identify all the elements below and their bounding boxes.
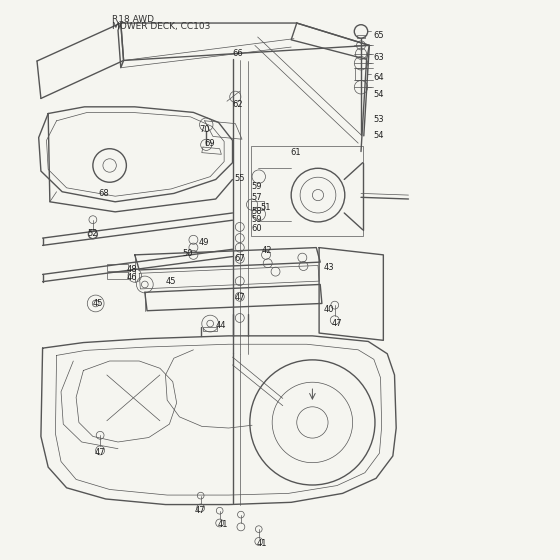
Text: 51: 51 bbox=[260, 203, 271, 212]
Text: 69: 69 bbox=[204, 139, 215, 148]
Bar bbox=[107, 272, 128, 279]
Text: 41: 41 bbox=[217, 520, 228, 529]
Text: 67: 67 bbox=[234, 254, 245, 263]
Text: 70: 70 bbox=[199, 125, 209, 134]
Text: 50: 50 bbox=[182, 249, 193, 258]
Text: 47: 47 bbox=[95, 447, 105, 456]
Text: 54: 54 bbox=[374, 90, 384, 99]
Text: 48: 48 bbox=[127, 265, 137, 274]
Text: 52: 52 bbox=[87, 229, 98, 238]
Text: 43: 43 bbox=[324, 263, 334, 272]
Text: 65: 65 bbox=[374, 31, 385, 40]
Text: 64: 64 bbox=[374, 73, 385, 82]
Text: 42: 42 bbox=[262, 246, 273, 255]
Text: 55: 55 bbox=[234, 174, 245, 183]
Text: 61: 61 bbox=[290, 148, 301, 157]
Text: 41: 41 bbox=[256, 539, 267, 548]
Bar bbox=[203, 327, 217, 332]
Text: MOWER DECK, CC103: MOWER DECK, CC103 bbox=[113, 22, 211, 31]
Text: 59: 59 bbox=[251, 215, 262, 224]
Bar bbox=[251, 146, 363, 236]
Text: 47: 47 bbox=[195, 506, 206, 515]
Text: 47: 47 bbox=[234, 293, 245, 302]
Bar bbox=[356, 68, 367, 80]
Text: 54: 54 bbox=[374, 132, 384, 141]
Text: 60: 60 bbox=[251, 224, 262, 233]
Text: 58: 58 bbox=[251, 207, 262, 216]
Bar bbox=[107, 264, 128, 271]
Text: R18 AWD: R18 AWD bbox=[113, 15, 155, 24]
Text: 66: 66 bbox=[232, 49, 243, 58]
Text: 62: 62 bbox=[232, 100, 243, 109]
Text: 47: 47 bbox=[332, 319, 342, 328]
Text: 57: 57 bbox=[251, 193, 262, 202]
Text: 53: 53 bbox=[374, 115, 385, 124]
Text: 46: 46 bbox=[127, 273, 137, 282]
Text: 45: 45 bbox=[93, 299, 104, 308]
Text: 49: 49 bbox=[199, 237, 209, 246]
Text: 68: 68 bbox=[99, 189, 109, 198]
Text: 45: 45 bbox=[166, 277, 176, 286]
Text: 63: 63 bbox=[374, 53, 385, 62]
Text: 40: 40 bbox=[324, 305, 334, 314]
Bar bbox=[357, 35, 366, 38]
Text: 44: 44 bbox=[216, 321, 226, 330]
Circle shape bbox=[354, 25, 368, 38]
Text: 59: 59 bbox=[251, 181, 262, 190]
